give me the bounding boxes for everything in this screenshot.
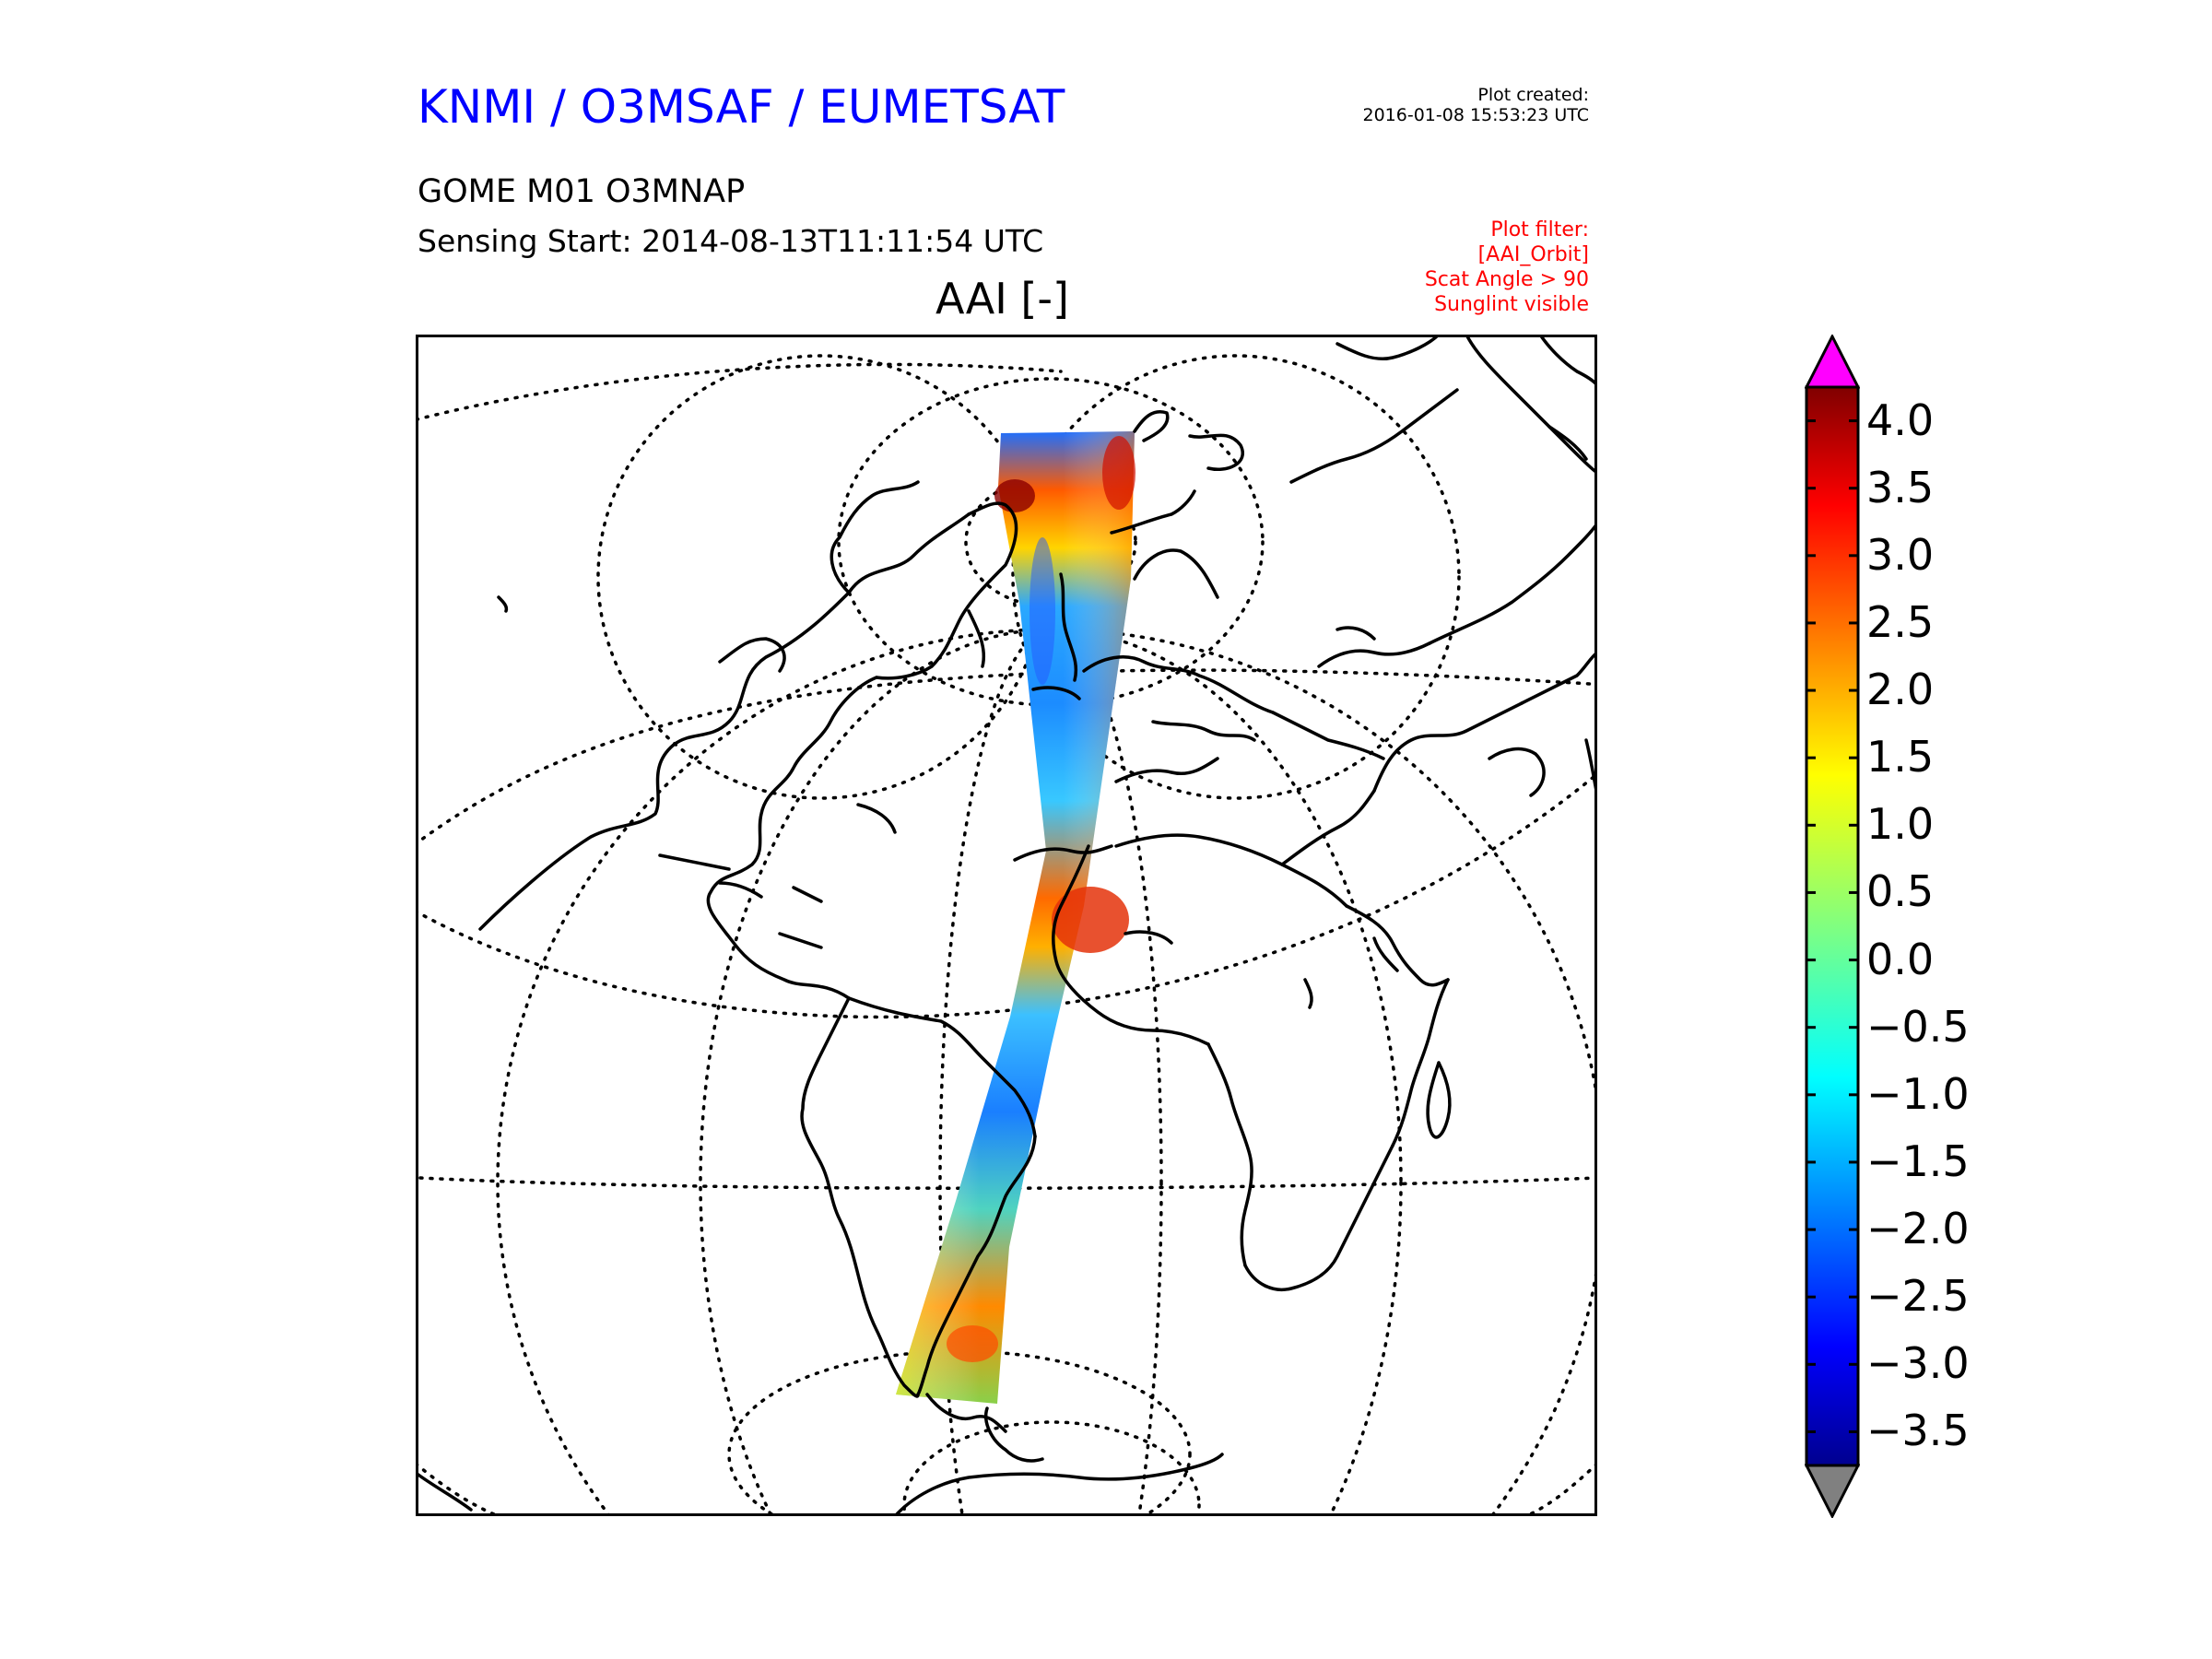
map-title: AAI [-] [935, 274, 1069, 324]
colorbar-tick-label: 0.0 [1866, 934, 1935, 984]
sensing-start: Sensing Start: 2014-08-13T11:11:54 UTC [418, 223, 1044, 259]
plot-created-label: Plot created: [1477, 85, 1589, 105]
colorbar-tick-label: 1.5 [1866, 732, 1935, 782]
colorbar-tick-label: 0.5 [1866, 866, 1935, 917]
colorbar-tick-label: −0.5 [1866, 1001, 1970, 1052]
colorbar-tick-label: 1.0 [1866, 799, 1935, 850]
colorbar-tick-label: −2.0 [1866, 1204, 1970, 1254]
product-name: GOME M01 O3MNAP [418, 173, 746, 210]
colorbar-tick-label: −1.5 [1866, 1135, 1970, 1186]
colorbar-tick-label: 4.0 [1866, 394, 1935, 445]
colorbar-under-arrow [1805, 1464, 1860, 1518]
colorbar [1805, 335, 1860, 1518]
colorbar-tick-label: −2.5 [1866, 1271, 1970, 1322]
colorbar-tick-label: −3.5 [1866, 1406, 1970, 1456]
colorbar-tick-label: 3.0 [1866, 529, 1935, 580]
plot-filter-label: Plot filter: [1490, 218, 1589, 241]
plot-created-value: 2016-01-08 15:53:23 UTC [1362, 105, 1590, 125]
satellite-swath [896, 431, 1135, 1404]
colorbar-gradient [1805, 385, 1860, 1467]
orthographic-map [416, 335, 1597, 1516]
colorbar-tick-label: 2.5 [1866, 596, 1935, 647]
colorbar-over-arrow [1805, 335, 1860, 389]
sunglint-filter: Sunglint visible [1434, 293, 1589, 316]
scat-angle-filter: Scat Angle > 90 [1424, 268, 1589, 291]
colorbar-tick-label: 2.0 [1866, 665, 1935, 715]
colorbar-tick-label: −1.0 [1866, 1068, 1970, 1119]
colorbar-tick-label: −3.0 [1866, 1338, 1970, 1389]
colorbar-tick-label: 3.5 [1866, 462, 1935, 512]
coastlines [416, 335, 1597, 1516]
organization-title: KNMI / O3MSAF / EUMETSAT [418, 80, 1065, 134]
plot-filter-value: [AAI_Orbit] [1477, 243, 1589, 266]
